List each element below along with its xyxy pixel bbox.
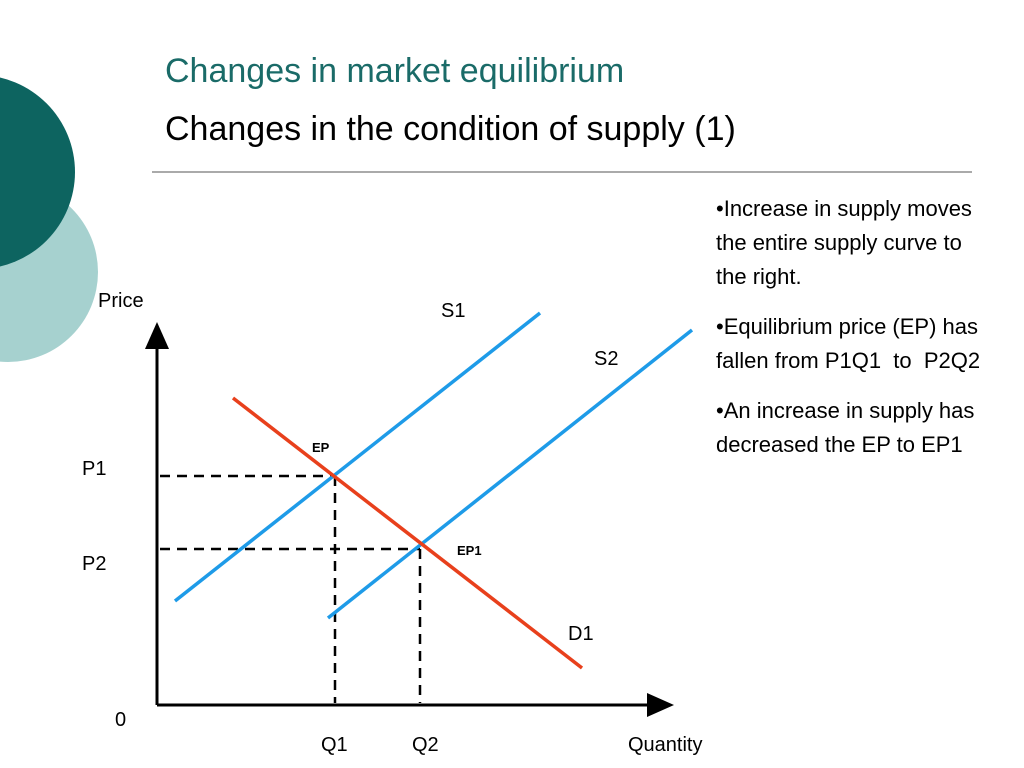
curve-label: S1 bbox=[441, 300, 465, 322]
bullet: •Equilibrium price (EP) has fallen from … bbox=[716, 314, 985, 373]
guide-lines bbox=[160, 474, 422, 703]
price-label: P1 bbox=[82, 458, 106, 480]
bullet-list: •Increase in supply moves the entire sup… bbox=[716, 192, 986, 478]
axis-label: Quantity bbox=[628, 734, 702, 756]
curve-label: S2 bbox=[594, 348, 618, 370]
bullet: •An increase in supply has decreased the… bbox=[716, 398, 981, 457]
curve-label: D1 bbox=[568, 623, 594, 645]
quantity-label: Q1 bbox=[321, 734, 348, 756]
equilibrium-label: EP1 bbox=[457, 543, 482, 558]
slide-subtitle: Changes in the condition of supply (1) bbox=[165, 110, 736, 148]
supply-curve bbox=[173, 311, 542, 603]
equilibrium-label: EP bbox=[312, 440, 330, 455]
supply-curve bbox=[326, 328, 694, 620]
slide-title: Changes in market equilibrium bbox=[165, 52, 625, 90]
decor-circle bbox=[0, 77, 75, 267]
demand-curve bbox=[231, 396, 584, 670]
quantity-label: Q2 bbox=[412, 734, 439, 756]
bullet: •Increase in supply moves the entire sup… bbox=[716, 196, 979, 289]
price-label: P2 bbox=[82, 553, 106, 575]
origin-label: 0 bbox=[115, 709, 126, 731]
axis-label: Price bbox=[98, 290, 144, 312]
